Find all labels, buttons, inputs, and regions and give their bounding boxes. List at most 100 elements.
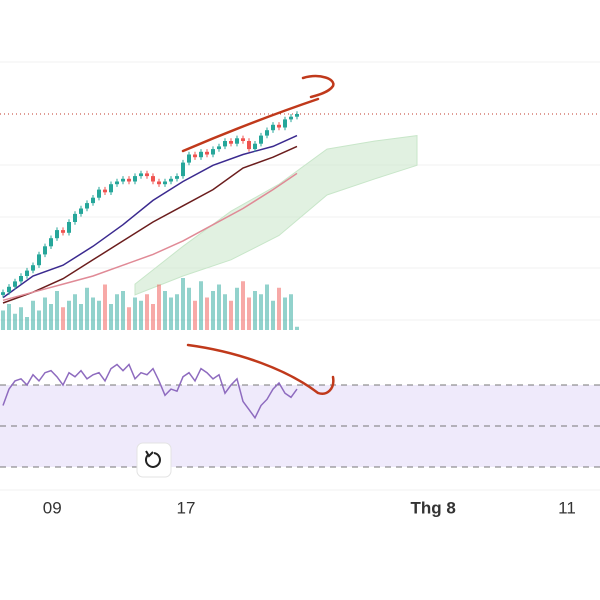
volume-bar: [115, 294, 119, 330]
volume-bar: [211, 291, 215, 330]
candle-body: [31, 265, 35, 271]
candle-body: [73, 213, 77, 222]
candle-body: [79, 208, 83, 214]
volume-bar: [91, 297, 95, 330]
candle-body: [121, 178, 125, 182]
x-tick-label: 17: [177, 498, 196, 517]
volume-bar: [139, 300, 143, 330]
candle-body: [277, 124, 281, 128]
candle-body: [25, 270, 29, 276]
plot: [0, 111, 600, 468]
candle-body: [241, 138, 245, 141]
volume-bar: [187, 287, 191, 330]
moving-average: [2, 145, 298, 304]
candle-body: [271, 124, 275, 131]
reset-button[interactable]: [136, 442, 172, 478]
candle-body: [157, 181, 161, 185]
volume-bar: [133, 297, 137, 330]
volume-bar: [169, 297, 173, 330]
candle-body: [211, 149, 215, 155]
volume-bar: [109, 304, 113, 330]
candle-body: [97, 189, 101, 198]
volume-bar: [175, 294, 179, 330]
candle-body: [145, 173, 149, 177]
candle-body: [61, 230, 65, 233]
volume-bar: [49, 304, 53, 330]
volume-bar: [79, 304, 83, 330]
candle-body: [103, 189, 107, 193]
candle-body: [19, 276, 23, 282]
annotation-arrow: [186, 343, 335, 395]
candle-body: [43, 246, 47, 255]
candle-body: [235, 138, 239, 144]
volume-bar: [193, 300, 197, 330]
volume-bar: [67, 300, 71, 330]
ichimoku-cloud: [134, 135, 418, 296]
volume-bar: [25, 317, 29, 330]
volume-bar: [121, 291, 125, 330]
candle-body: [205, 151, 209, 155]
volume-bar: [205, 297, 209, 330]
reset-button-bg[interactable]: [136, 442, 172, 478]
volume-bar: [247, 297, 251, 330]
candle-body: [55, 230, 59, 239]
candle-body: [169, 178, 173, 182]
volume-bar: [253, 291, 257, 330]
annotation-arrow: [181, 97, 320, 153]
moving-average: [2, 134, 298, 299]
candle-body: [181, 162, 185, 177]
volume-bar: [163, 291, 167, 330]
volume-bar: [43, 297, 47, 330]
candle-body: [217, 146, 221, 150]
volume-bar: [145, 294, 149, 330]
candle-body: [229, 141, 233, 144]
volume-bar: [37, 310, 41, 330]
volume-bar: [61, 307, 65, 330]
candle-body: [37, 254, 41, 266]
moving-average: [2, 172, 298, 302]
candle-body: [163, 181, 167, 185]
volume-bar: [259, 294, 263, 330]
x-tick-label: Thg 8: [411, 498, 456, 517]
candle-body: [115, 181, 119, 185]
candle-body: [151, 176, 155, 182]
volume-bar: [235, 287, 239, 330]
candle-body: [1, 292, 5, 295]
volume-bar: [223, 294, 227, 330]
rsi-line: [2, 363, 298, 420]
volume-bar: [157, 284, 161, 330]
volume-bar: [13, 313, 17, 330]
candle-body: [247, 141, 251, 150]
volume-bar: [271, 300, 275, 330]
volume-bar: [1, 310, 5, 330]
volume-bar: [241, 281, 245, 330]
volume-bar: [7, 304, 11, 330]
volume-bar: [103, 284, 107, 330]
candle-body: [85, 203, 89, 209]
x-tick-label: 11: [558, 498, 576, 517]
volume-bar: [217, 284, 221, 330]
candle-body: [259, 135, 263, 144]
candle-body: [253, 143, 257, 150]
candle-body: [49, 238, 53, 247]
volume-bar: [127, 307, 131, 330]
x-tick-label: 09: [43, 498, 62, 517]
volume-bar: [295, 326, 299, 330]
volume-bar: [151, 304, 155, 330]
candle-body: [199, 151, 203, 158]
annotation-arrow: [301, 74, 335, 99]
candle-body: [295, 114, 299, 117]
candle-body: [67, 222, 71, 233]
volume-bar: [31, 300, 35, 330]
volume-bar: [181, 278, 185, 330]
volume-bar: [277, 287, 281, 330]
volume-bar: [19, 307, 23, 330]
candle-body: [127, 178, 131, 182]
candle-body: [139, 173, 143, 177]
candle-body: [91, 197, 95, 204]
volume-bar: [199, 281, 203, 330]
volume-bar: [55, 291, 59, 330]
reset-icon: [145, 450, 154, 458]
candle-body: [187, 154, 191, 163]
